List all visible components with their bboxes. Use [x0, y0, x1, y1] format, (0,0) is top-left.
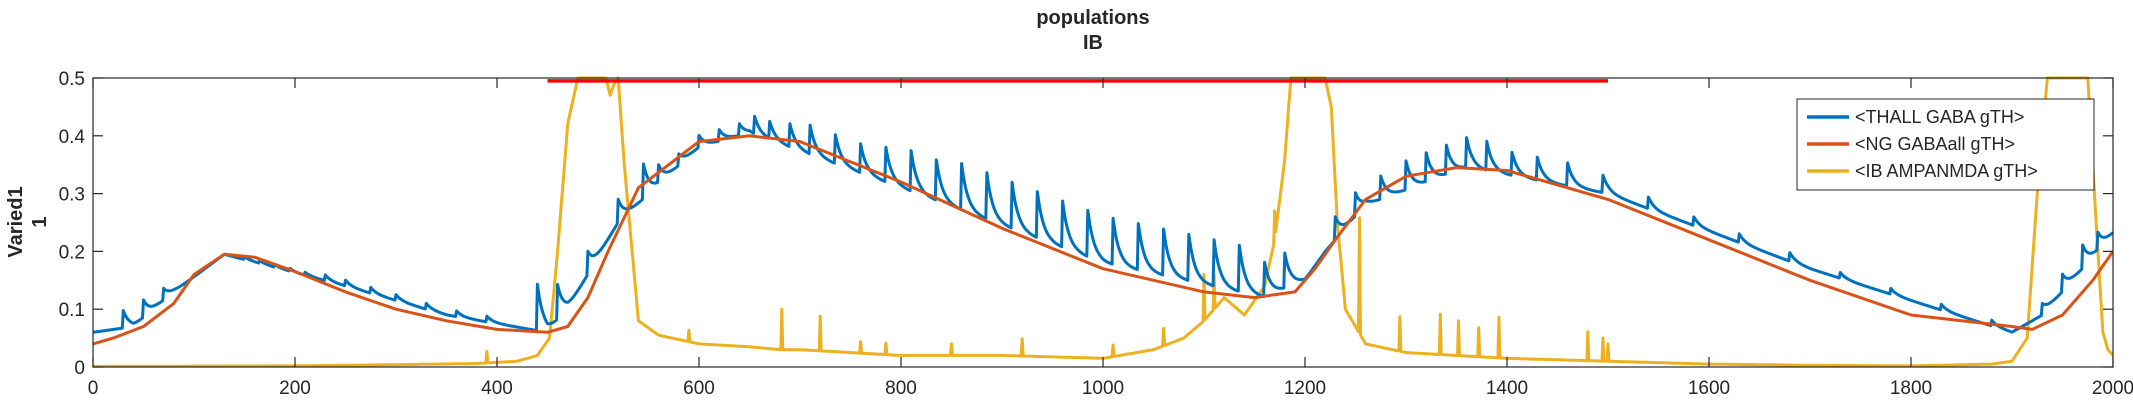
chart-title: populations — [1036, 7, 1149, 29]
x-tick-label: 400 — [481, 378, 513, 399]
x-tick-label: 800 — [885, 378, 917, 399]
x-tick-label: 0 — [88, 378, 99, 399]
x-tick-label: 1000 — [1082, 378, 1124, 399]
series-line-1 — [93, 114, 2113, 334]
x-tick-label: 1400 — [1486, 378, 1528, 399]
chart-subtitle: IB — [1083, 32, 1103, 54]
y-tick-label: 0.1 — [59, 300, 85, 321]
legend-entry: <NG GABAall gTH> — [1855, 134, 2015, 154]
y-tick-label: 0.4 — [59, 127, 86, 148]
ticks-layer: 0 200 400 600 800 1000 1200 1400 1600 1800 2000 0 0.… — [59, 69, 2133, 399]
y-tick-label: 0 — [74, 358, 85, 379]
x-tick-label: 200 — [279, 378, 311, 399]
y-axis-label-line2: 1 — [29, 216, 51, 227]
y-tick-label: 0.3 — [59, 185, 85, 206]
series-line-2 — [93, 134, 2113, 346]
legend-box — [1796, 98, 2095, 191]
y-tick-label: 0.2 — [59, 242, 85, 263]
y-axis-label-line1: Varied1 — [5, 186, 27, 257]
x-tick-label: 2000 — [2092, 378, 2133, 399]
legend-entry: <IB AMPANMDA gTH> — [1855, 161, 2038, 181]
y-axis-label: Varied1 1 — [5, 186, 51, 257]
x-tick-label: 1200 — [1284, 378, 1326, 399]
x-tick-label: 1600 — [1688, 378, 1730, 399]
x-tick-label: 600 — [683, 378, 715, 399]
y-tick-label: 0.5 — [59, 69, 85, 90]
x-tick-label: 1800 — [1890, 378, 1932, 399]
plot-area: 0 200 400 600 800 1000 1200 1400 1600 1800 2000 0 0.… — [59, 69, 2133, 399]
legend: <THALL GABA gTH> <NG GABAall gTH> <IB AMPA… — [1796, 98, 2095, 191]
legend-entry: <THALL GABA gTH> — [1855, 107, 2024, 127]
